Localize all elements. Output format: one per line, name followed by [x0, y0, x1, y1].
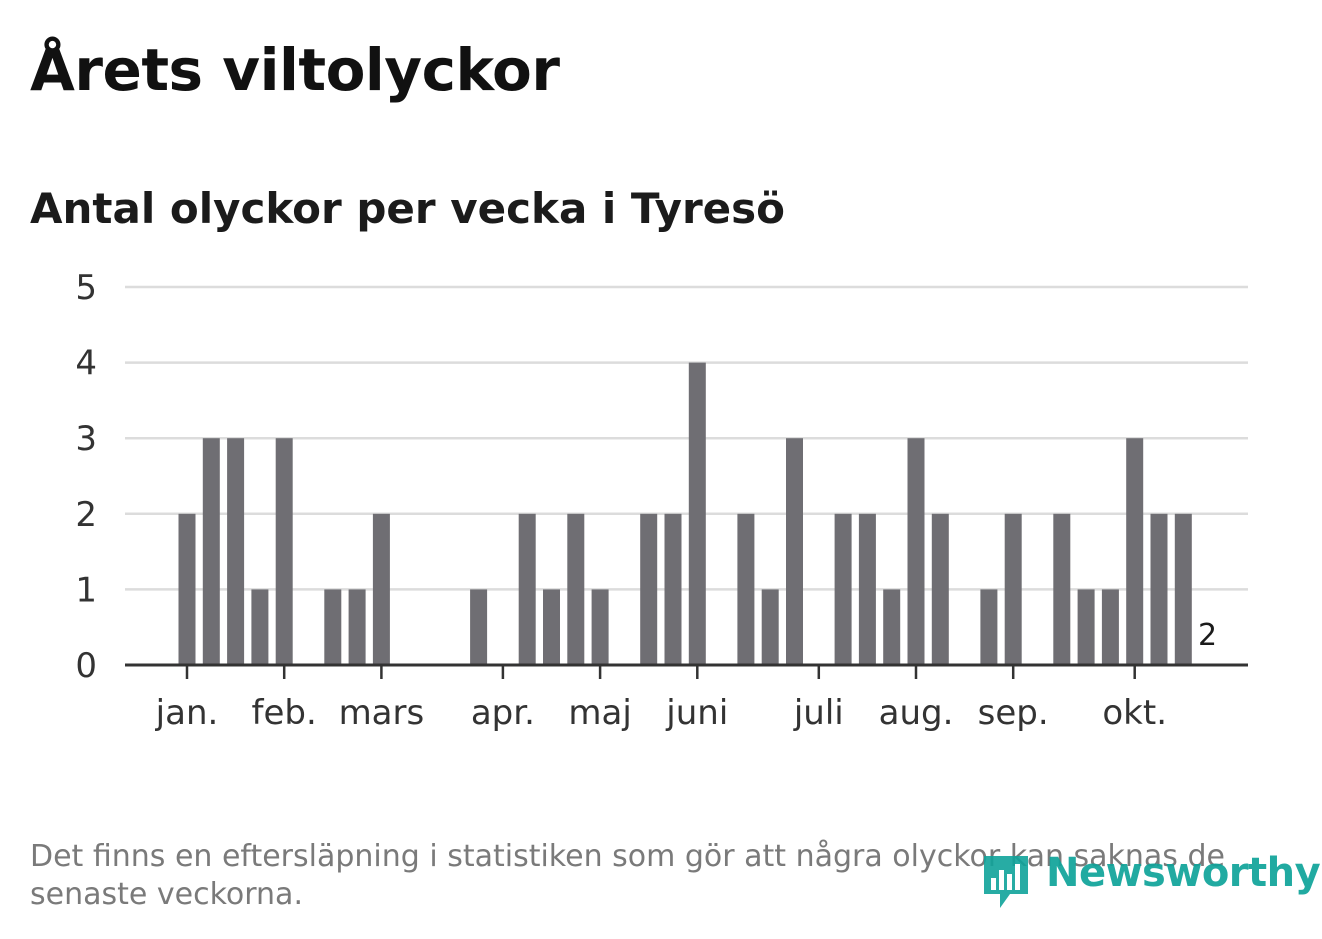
x-tick-label: sep. [978, 693, 1049, 733]
bar [518, 513, 536, 665]
x-tick-label: jan. [155, 693, 219, 733]
bar [980, 589, 998, 665]
bar [737, 513, 755, 665]
y-tick-label: 1 [75, 570, 97, 610]
y-tick-label: 2 [75, 495, 97, 535]
bar [907, 438, 925, 665]
bar [1077, 589, 1095, 665]
bar [1053, 513, 1071, 665]
bar [664, 513, 682, 665]
y-tick-label: 0 [75, 646, 97, 686]
bar [688, 362, 706, 665]
bar [931, 513, 949, 665]
bar [761, 589, 779, 665]
bar [834, 513, 852, 665]
bar [591, 589, 609, 665]
x-tick-label: juni [665, 693, 728, 733]
x-tick-label: maj [568, 693, 631, 733]
bar [640, 513, 658, 665]
newsworthy-logo: Newsworthy [980, 848, 1321, 918]
x-tick-label: aug. [879, 693, 954, 733]
newsworthy-logo-text: Newsworthy [1046, 850, 1321, 896]
bar-chart: 0 1 2 3 4 5 2 jan. feb. mars apr. maj juni juli aug. se… [75, 268, 1248, 733]
data-label: 2 [1198, 618, 1217, 653]
x-tick-label: feb. [252, 693, 317, 733]
bar [178, 513, 196, 665]
newsworthy-logo-icon [984, 856, 1028, 908]
bar [372, 513, 390, 665]
bar [786, 438, 803, 665]
bar [470, 589, 488, 665]
bar [348, 589, 366, 665]
bar [251, 589, 269, 665]
x-tick-label: apr. [471, 693, 535, 733]
chart-title: Årets viltolyckor [30, 36, 560, 104]
bar [1004, 513, 1022, 665]
x-tick-label: mars [339, 693, 425, 733]
x-tick-label: juli [793, 693, 844, 733]
bar [324, 589, 342, 665]
y-tick-label: 5 [75, 268, 97, 308]
bar [858, 513, 876, 665]
y-tick-label: 4 [75, 344, 97, 384]
chart-subtitle: Antal olyckor per vecka i Tyresö [30, 184, 786, 233]
bar [1150, 513, 1168, 665]
bar [1126, 438, 1144, 665]
bar [883, 589, 901, 665]
bar [1101, 589, 1119, 665]
y-tick-label: 3 [75, 419, 97, 459]
bar [202, 438, 220, 665]
bar [567, 513, 585, 665]
bar [275, 438, 293, 665]
bar [1174, 513, 1192, 665]
x-tick-label: okt. [1102, 693, 1167, 733]
bar [227, 438, 245, 665]
bar [543, 589, 560, 665]
